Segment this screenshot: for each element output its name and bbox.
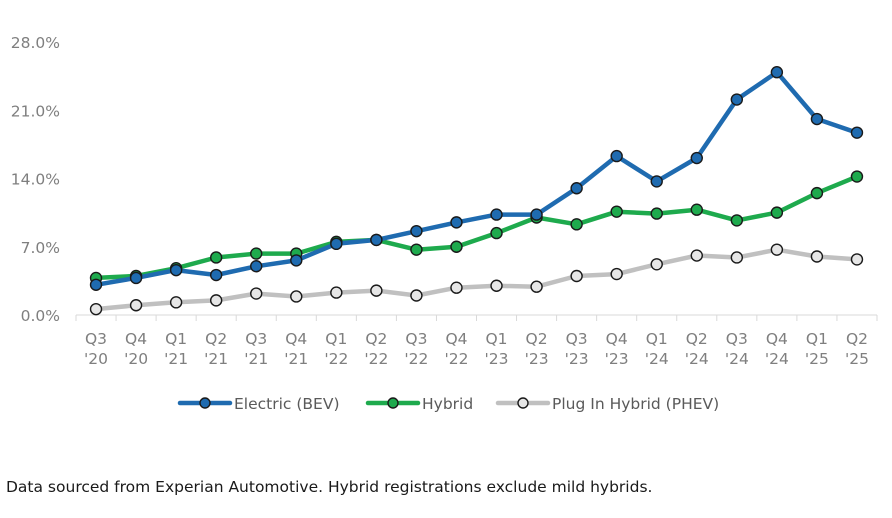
data-point bbox=[570, 182, 583, 195]
data-point bbox=[410, 243, 423, 256]
data-point bbox=[450, 281, 463, 294]
legend-label: Electric (BEV) bbox=[234, 395, 340, 413]
data-point bbox=[770, 243, 784, 256]
data-point bbox=[810, 250, 824, 263]
y-tick-label: 14.0% bbox=[11, 171, 60, 189]
legend-marker bbox=[517, 397, 529, 409]
x-tick-label: Q3'23 bbox=[565, 330, 589, 368]
x-tick-label: Q1'23 bbox=[485, 330, 509, 368]
x-tick-label: Q2'25 bbox=[845, 330, 869, 368]
data-point bbox=[370, 233, 383, 247]
data-point bbox=[770, 206, 784, 219]
x-tick-label: Q1'22 bbox=[324, 330, 348, 368]
data-point bbox=[290, 254, 303, 267]
x-axis-ticks bbox=[75, 315, 878, 321]
line-chart: 0.0%7.0%14.0%21.0%28.0% Q3'20Q4'20Q1'21Q… bbox=[11, 34, 878, 413]
data-point bbox=[129, 299, 143, 312]
data-point bbox=[850, 126, 864, 139]
footnote: Data sourced from Experian Automotive. H… bbox=[6, 478, 653, 496]
data-point bbox=[490, 279, 503, 292]
x-tick-label: Q2'24 bbox=[685, 330, 709, 368]
x-tick-label: Q2'22 bbox=[364, 330, 388, 368]
data-point bbox=[730, 93, 744, 106]
data-point bbox=[650, 258, 663, 271]
legend-marker bbox=[199, 397, 211, 409]
legend-label: Hybrid bbox=[422, 395, 473, 413]
data-point bbox=[450, 240, 463, 253]
data-point bbox=[250, 247, 263, 260]
x-tick-label: Q3'21 bbox=[244, 330, 268, 368]
data-point bbox=[209, 268, 223, 282]
data-point bbox=[610, 267, 623, 281]
data-point bbox=[209, 251, 223, 264]
data-point bbox=[850, 170, 864, 183]
x-axis-labels: Q3'20 Q4'20 Q1'21 Q2'21 Q3'21 Q4'21 Q1'22 Q2'22… bbox=[84, 330, 869, 368]
data-point bbox=[370, 284, 383, 297]
data-point bbox=[490, 208, 503, 221]
data-point bbox=[810, 112, 824, 126]
data-point bbox=[690, 203, 703, 216]
x-tick-label: Q3'24 bbox=[725, 330, 749, 368]
x-tick-label: Q2'21 bbox=[204, 330, 228, 368]
y-tick-label: 7.0% bbox=[21, 239, 60, 257]
series-line bbox=[93, 69, 860, 288]
data-point bbox=[650, 175, 663, 188]
data-point bbox=[850, 253, 864, 266]
x-tick-label: Q3'20 bbox=[84, 330, 108, 368]
legend-label: Plug In Hybrid (PHEV) bbox=[552, 395, 719, 413]
x-tick-label: Q4'20 bbox=[124, 330, 148, 368]
legend-item: Electric (BEV) bbox=[177, 395, 340, 413]
series-markers bbox=[89, 66, 864, 316]
series-line bbox=[93, 174, 860, 281]
x-tick-label: Q2'23 bbox=[525, 330, 549, 368]
x-tick-label: Q4'21 bbox=[284, 330, 308, 368]
x-tick-label: Q4'23 bbox=[605, 330, 629, 368]
data-point bbox=[770, 66, 784, 79]
y-axis-labels: 0.0% 7.0% 14.0% 21.0% 28.0% bbox=[11, 34, 60, 325]
data-point bbox=[89, 278, 103, 291]
y-tick-label: 28.0% bbox=[11, 34, 60, 52]
data-point bbox=[530, 280, 543, 293]
y-tick-label: 0.0% bbox=[21, 307, 60, 325]
y-tick-label: 21.0% bbox=[11, 102, 60, 120]
data-point bbox=[530, 208, 543, 221]
data-point bbox=[450, 216, 463, 229]
data-point bbox=[250, 287, 263, 300]
data-point bbox=[89, 302, 103, 316]
series-line bbox=[93, 247, 860, 312]
data-point bbox=[810, 186, 824, 200]
x-tick-label: Q1'21 bbox=[164, 330, 188, 368]
legend-item: Plug In Hybrid (PHEV) bbox=[495, 395, 719, 413]
data-point bbox=[129, 271, 143, 285]
data-point bbox=[610, 205, 623, 218]
legend-item: Hybrid bbox=[365, 395, 473, 413]
data-point bbox=[690, 249, 703, 262]
data-point bbox=[570, 269, 583, 283]
data-point bbox=[290, 290, 303, 303]
data-point bbox=[330, 237, 343, 251]
data-point bbox=[330, 286, 343, 299]
x-tick-label: Q1'24 bbox=[645, 330, 669, 368]
data-point bbox=[690, 151, 703, 165]
x-tick-label: Q1'25 bbox=[805, 330, 829, 368]
data-point bbox=[169, 296, 183, 309]
legend-marker bbox=[387, 397, 399, 409]
data-point bbox=[410, 224, 423, 238]
data-point bbox=[650, 207, 663, 220]
data-point bbox=[209, 294, 223, 307]
series-lines bbox=[93, 69, 860, 312]
data-point bbox=[730, 214, 744, 227]
x-tick-label: Q4'22 bbox=[444, 330, 468, 368]
data-point bbox=[570, 218, 583, 231]
data-point bbox=[169, 263, 183, 277]
data-point bbox=[730, 251, 744, 264]
data-point bbox=[490, 226, 503, 240]
x-tick-label: Q4'24 bbox=[765, 330, 789, 368]
data-point bbox=[610, 149, 623, 163]
x-tick-label: Q3'22 bbox=[404, 330, 428, 368]
data-point bbox=[250, 260, 263, 273]
legend: Electric (BEV) Hybrid Plug In Hybrid (PHEV… bbox=[177, 395, 719, 413]
data-point bbox=[410, 289, 423, 302]
